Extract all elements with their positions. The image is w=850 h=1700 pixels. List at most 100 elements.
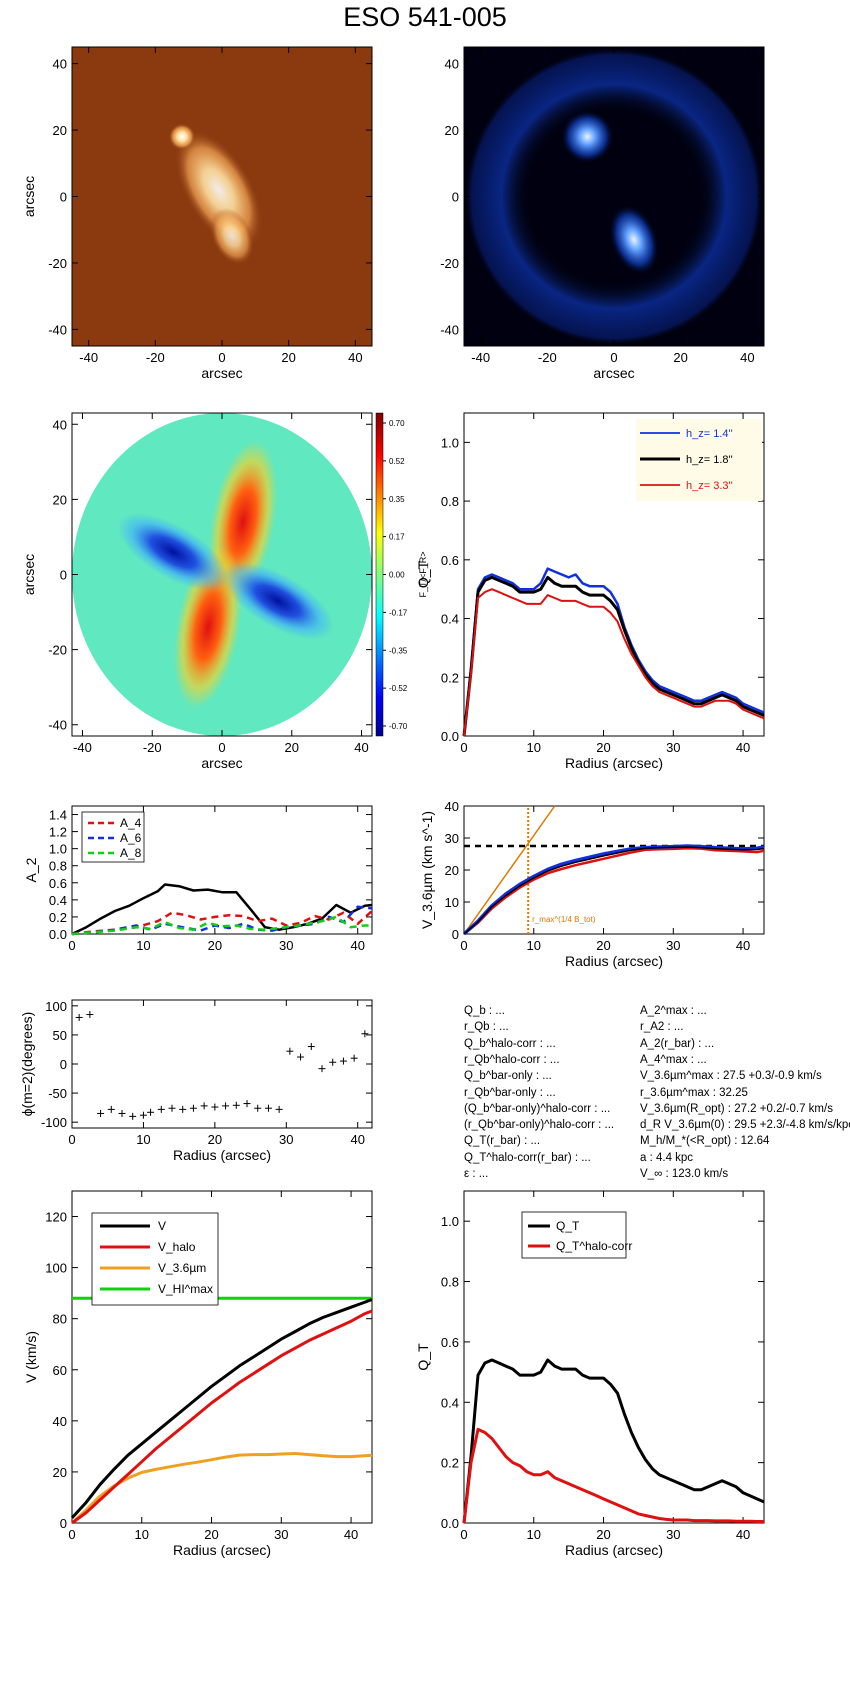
p7-ytick-label: -100 [41,1115,67,1130]
p9-axes: 0 10 20 30 40 0 20 40 60 80 100 120 Radius (arcsec) V… [23,1190,373,1558]
info-left-line: r_Qb^bar-only : ... [464,1086,556,1099]
p1-blob [209,207,255,265]
p3-colorbar-label: F_T/<F_R> [418,551,428,597]
p6-series-line [463,846,765,935]
p4-ytick-label: 1.0 [441,435,459,450]
p4-xtick-label: 30 [666,740,680,755]
p9-ytick-label: 0 [60,1516,67,1531]
p7-point [254,1104,262,1112]
p10-xtick-label: 40 [736,1527,750,1542]
p10-ytick-label: 0.2 [441,1456,459,1471]
p6-xtick-label: 40 [736,938,750,953]
p1-ytick-label: -20 [48,256,67,271]
p1-ytick-label: 20 [53,123,67,138]
p5-series-line [71,883,373,936]
p10-ytick-label: 0.8 [441,1275,459,1290]
p5-ytick-label: 0.4 [49,893,67,908]
p1-xtick-label: 0 [218,350,225,365]
p9-ytick-label: 120 [45,1210,67,1225]
info-left-line: r_Qb^halo-corr : ... [464,1053,560,1066]
p4-xtick-label: 40 [736,740,750,755]
p5-xtick-label: 40 [350,938,364,953]
p1-axes: -40 -20 0 20 40 -40 -20 0 20 40 arcsec arcsec [21,46,373,381]
p10-ytick-label: 0.0 [441,1516,459,1531]
p7-xtick-label: 30 [279,1132,293,1147]
p2-ytick-label: 20 [445,123,459,138]
p9-series-line [71,1309,373,1525]
p3-colorbar-tick-label: 0.17 [389,533,405,542]
p5-axes: 0 10 20 30 40 0.0 0.2 0.4 0.6 0.8 1.0 1.2 1.4 A_2 [23,805,373,953]
p10-xlabel: Radius (arcsec) [565,1542,663,1558]
p4-ytick-label: 0.4 [441,612,459,627]
p5-ytick-label: 1.2 [49,825,67,840]
p2-ytick-label: 0 [452,190,459,205]
p10-xtick-label: 0 [460,1527,467,1542]
p4-ytick-label: 0.8 [441,494,459,509]
p3-lobe-blue [221,562,334,640]
p3-xtick-label: 20 [285,740,299,755]
p6-xtick-label: 20 [596,938,610,953]
p9-ylabel: V (km/s) [23,1331,39,1383]
p9-series-line [70,1452,373,1525]
p10-legend-label: Q_T [556,1219,580,1233]
p3-ytick-label: -20 [48,643,67,658]
p7-point [307,1043,315,1051]
p3-ytick-label: 0 [60,568,67,583]
info-left-line: Q_T(r_bar) : ... [464,1135,541,1148]
p4-axes: 0 10 20 30 40 0.0 0.2 0.4 0.6 0.8 1.0 Radius (arcse… [415,412,765,771]
info-right-line: A_2(r_bar) : ... [640,1037,715,1050]
p10-axes: 0 10 20 30 40 0.0 0.2 0.4 0.6 0.8 1.0 Radius (arcse… [415,1190,765,1558]
p5-legend-label: A_8 [120,846,142,860]
p7-point [339,1057,347,1065]
p9-legend-label: V [158,1219,166,1233]
p10-ylabel: Q_T [415,1343,431,1371]
p7-point [168,1104,176,1112]
p3-ytick-label: 20 [53,492,67,507]
p10-ytick-label: 1.0 [441,1214,459,1229]
p6-xtick-label: 0 [460,938,467,953]
p7-ytick-label: 100 [45,999,67,1014]
p9-xtick-label: 20 [204,1527,218,1542]
p5-series-line [71,915,372,936]
p5-frame [71,805,373,935]
p7-point [189,1104,197,1112]
p3-xlabel: arcsec [201,755,242,771]
p7-xtick-label: 0 [68,1132,75,1147]
p9-legend-label: V_halo [158,1240,196,1254]
p4-ytick-label: 0.6 [441,553,459,568]
p10-legend-label: Q_T^halo-corr [556,1239,632,1253]
p6-series-line [463,846,765,935]
p2-outer-ring [464,47,764,346]
p5-ytick-label: 0.2 [49,910,67,925]
p7-point [297,1053,305,1061]
p4-legend-label: h_z= 3.3'' [686,480,733,492]
p7-xtick-label: 40 [350,1132,364,1147]
p2-xtick-label: 0 [610,350,617,365]
p10-ytick-label: 0.6 [441,1335,459,1350]
p10-series-line [462,1358,765,1524]
p4-xtick-label: 0 [460,740,467,755]
p1-xlabel: arcsec [201,365,242,381]
p3-axes: -40 -20 0 20 40 -40 -20 0 20 40 arcsec arcsec [21,412,373,771]
p7-point [129,1112,137,1120]
info-right-line: V_3.6µm^max : 27.5 +0.3/-0.9 km/s [640,1070,822,1083]
info-left-line: r_Qb : ... [464,1021,509,1034]
p4-frame [463,412,765,737]
p3-colorbar-tick-label: -0.70 [389,722,408,731]
info-right-line: A_2^max : ... [640,1005,707,1017]
p6-ytick-label: 0 [452,927,459,942]
p6-ytick-label: 20 [445,863,459,878]
p4-series-line [462,567,765,737]
p5-xtick-label: 30 [279,938,293,953]
p4-legend-label: h_z= 1.4'' [686,428,733,440]
info-right-line: V_∞ : 123.0 km/s [640,1168,729,1180]
p3-xtick-label: -20 [143,740,162,755]
p7-point [179,1105,187,1113]
p9-series-line [70,1298,373,1519]
p3-xtick-label: 0 [218,740,225,755]
p6-ylabel: V_3.6µm (km s^-1) [419,811,435,929]
p10-xtick-label: 30 [666,1527,680,1542]
p1-xtick-label: 40 [348,350,362,365]
p2-xtick-label: 20 [673,350,687,365]
p9-ytick-label: 60 [53,1363,67,1378]
